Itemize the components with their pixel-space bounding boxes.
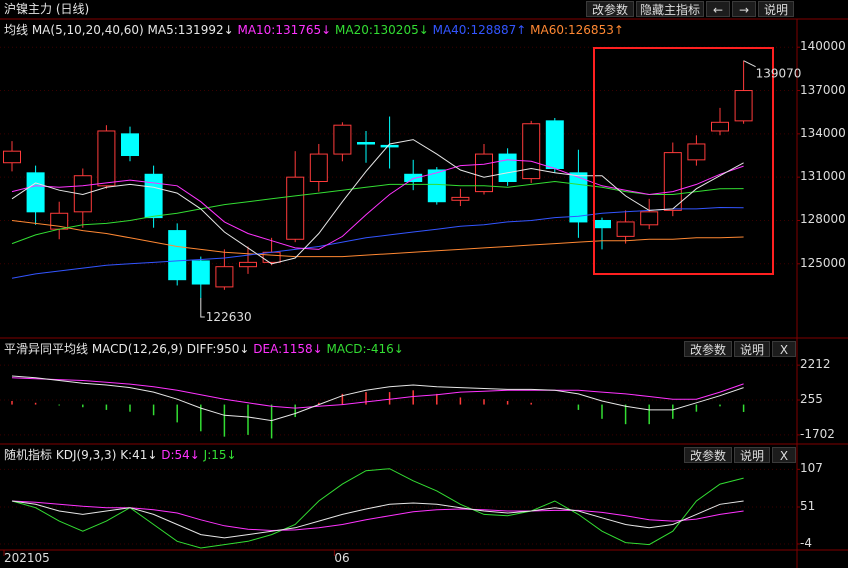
kdj-axis-label-1: 51 [800,499,816,513]
price-axis-label-1: 137000 [800,82,846,97]
candle-body-27 [640,211,659,226]
macd-params-button[interactable]: 改参数 [684,341,732,357]
ma-legend-item-0: MA(5,10,20,40,60) [31,23,148,37]
candle-body-24 [569,172,588,223]
candle-body-3 [73,175,92,213]
candle-body-11 [262,251,281,263]
candle-body-17 [404,173,423,183]
candle-body-9 [215,266,234,288]
ma-legend-item-3: MA20:130205↓ [335,23,433,37]
kdj-header: 随机指标 KDJ(9,3,3) K:41↓ D:54↓ J:15↓ 改参数 说明… [0,446,848,464]
macd-axis-label-1: 255 [800,392,823,407]
dea-line [11,377,744,409]
low-price-label: 122630 [206,310,252,324]
kdj-legend-item-0: KDJ(9,3,3) [55,448,121,462]
title-bar: 沪镍主力 (日线) 改参数 隐藏主指标 ← → 说明 [0,0,848,18]
change-params-button[interactable]: 改参数 [586,1,634,17]
candle-body-5 [121,133,139,157]
candle-body-14 [333,124,352,155]
instrument-title: 沪镍主力 (日线) [4,2,90,16]
macd-header: 平滑异同平均线 MACD(12,26,9) DIFF:950↓ DEA:1158… [0,340,848,358]
price-axis-label-0: 140000 [800,39,846,54]
candle-body-13 [309,153,328,183]
ma60-line [11,220,744,258]
kdj-axis-label-0: 107 [800,461,823,476]
candle-body-22 [522,123,541,180]
candle-body-19 [451,196,470,201]
candle-body-26 [616,221,635,237]
d-line [11,500,744,532]
ma20-line [11,180,744,245]
x-axis-label-0: 202105 [4,551,50,565]
kdj-legend-item-1: K:41↓ [120,448,162,462]
macd-legend-item-0: MACD(12,26,9) [91,342,187,356]
candle-body-8 [191,260,210,285]
candle-body-23 [545,120,564,170]
candle-body-31 [734,90,753,122]
high-price-label: 139070 [756,67,802,81]
k-line [11,500,744,539]
kdj-legend-item-2: D:54↓ [161,448,204,462]
candle-body-30 [711,121,729,132]
ma40-line [11,206,744,279]
macd-legend-item-2: DEA:1158↓ [253,342,327,356]
kdj-close-icon[interactable]: X [772,447,796,463]
kdj-params-button[interactable]: 改参数 [684,447,732,463]
low-marker-line [200,298,205,318]
ma5-line [11,139,744,265]
diff-line [11,375,744,422]
candle-body-25 [593,219,611,229]
candle-body-10 [239,261,257,268]
ma10-line [11,159,744,250]
hide-main-indicator-button[interactable]: 隐藏主指标 [636,1,704,17]
kdj-legend-item-3: J:15↓ [203,448,237,462]
arrow-left-icon[interactable]: ← [706,1,730,17]
candle-body-16 [380,144,399,148]
candle-body-29 [687,143,706,161]
macd-legend-item-3: MACD:-416↓ [326,342,404,356]
candle-body-28 [663,152,682,211]
macd-legend-item-1: DIFF:950↓ [186,342,254,356]
candle-body-6 [144,173,163,219]
macd-close-icon[interactable]: X [772,341,796,357]
candle-body-12 [286,176,305,240]
price-axis-label-5: 125000 [800,255,846,270]
candle-body-15 [357,142,375,145]
macd-label: 平滑异同平均线 [4,342,92,356]
highlight-box [593,47,774,275]
price-axis-label-2: 134000 [800,125,846,140]
price-axis-label-3: 131000 [800,169,846,184]
macd-axis-label-2: -1702 [800,426,835,441]
x-axis-label-1: 06 [334,551,350,565]
macd-axis-label-0: 2212 [800,357,831,372]
ma-label: 均线 [4,23,32,37]
kdj-axis-label-2: -4 [800,535,812,550]
candle-body-0 [3,150,21,164]
j-line [11,468,744,549]
macd-help-button[interactable]: 说明 [734,341,770,357]
arrow-right-icon[interactable]: → [732,1,756,17]
ma-legend-item-2: MA10:131765↓ [237,23,336,37]
candle-body-7 [168,230,187,281]
ma-legend-item-4: MA40:128887↑ [432,23,531,37]
kdj-help-button[interactable]: 说明 [734,447,770,463]
ma-legend: 均线 MA(5,10,20,40,60) MA5:131992↓ MA10:13… [4,21,624,39]
kdj-label: 随机指标 [4,448,56,462]
high-marker-line [743,60,756,68]
candle-body-4 [97,130,116,187]
candle-body-18 [427,169,446,203]
help-button[interactable]: 说明 [758,1,794,17]
candle-body-21 [498,153,517,183]
ma-legend-item-5: MA60:126853↑ [530,23,624,37]
price-axis-label-4: 128000 [800,212,846,227]
ma-legend-item-1: MA5:131992↓ [147,23,238,37]
candle-body-1 [26,172,45,213]
